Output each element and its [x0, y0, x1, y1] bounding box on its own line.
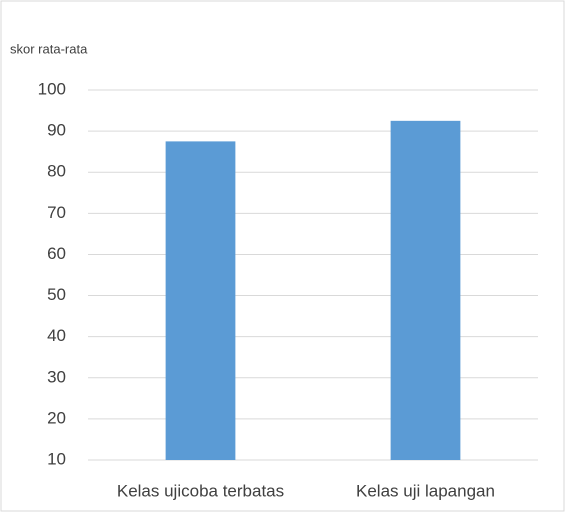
y-tick-label: 90: [47, 121, 66, 140]
y-axis-title: skor rata-rata: [10, 41, 88, 56]
y-tick-label: 20: [47, 408, 66, 427]
y-tick-label: 70: [47, 203, 66, 222]
y-tick-label: 60: [47, 244, 66, 263]
y-tick-label: 80: [47, 162, 66, 181]
bar: [165, 141, 236, 460]
x-tick-label: Kelas ujicoba terbatas: [117, 481, 284, 500]
x-tick-label: Kelas uji lapangan: [356, 481, 495, 500]
y-tick-label: 100: [38, 79, 66, 98]
y-tick-label: 10: [47, 449, 66, 468]
bar: [390, 120, 461, 460]
y-tick-label: 30: [47, 367, 66, 386]
y-tick-label: 50: [47, 285, 66, 304]
y-tick-label: 40: [47, 326, 66, 345]
